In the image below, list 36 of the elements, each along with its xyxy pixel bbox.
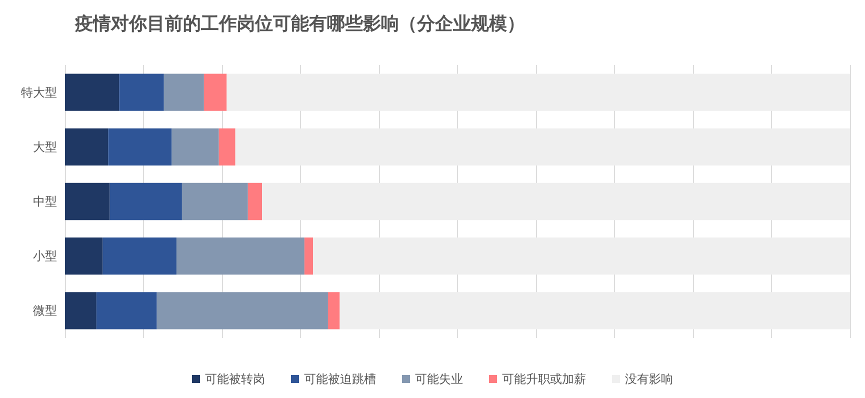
bar: [164, 74, 204, 111]
bar: [108, 128, 172, 166]
chart-title: 疫情对你目前的工作岗位可能有哪些影响（分企业规模）: [74, 14, 525, 34]
bar: [65, 182, 110, 220]
y-tick-label: 特大型: [21, 85, 57, 100]
bar: [262, 182, 850, 220]
bar: [172, 128, 219, 166]
bar: [96, 292, 157, 330]
bar: [65, 74, 120, 111]
bar: [248, 182, 262, 220]
bar: [65, 238, 103, 275]
bar: [340, 292, 850, 330]
bar: [182, 182, 248, 220]
bar: [204, 74, 227, 111]
bar: [328, 292, 340, 330]
bar: [313, 238, 850, 275]
bar: [218, 128, 236, 166]
bar: [235, 128, 850, 166]
bar: [176, 238, 304, 275]
bar: [119, 74, 164, 111]
bar: [110, 182, 182, 220]
y-tick-label: 小型: [33, 249, 57, 264]
y-tick-label: 微型: [33, 304, 57, 318]
legend-label: 可能被转岗: [205, 372, 265, 386]
y-tick-label: 中型: [33, 194, 57, 208]
bar: [65, 292, 96, 330]
legend-label: 可能升职或加薪: [502, 372, 586, 386]
bar: [102, 238, 176, 275]
legend-label: 可能被迫跳槽: [304, 372, 376, 386]
bar: [304, 238, 314, 275]
bar: [226, 74, 850, 111]
bar: [156, 292, 328, 330]
y-tick-label: 大型: [33, 140, 57, 154]
legend-label: 可能失业: [415, 372, 463, 386]
legend-label: 没有影响: [625, 372, 673, 386]
bar: [65, 128, 108, 166]
